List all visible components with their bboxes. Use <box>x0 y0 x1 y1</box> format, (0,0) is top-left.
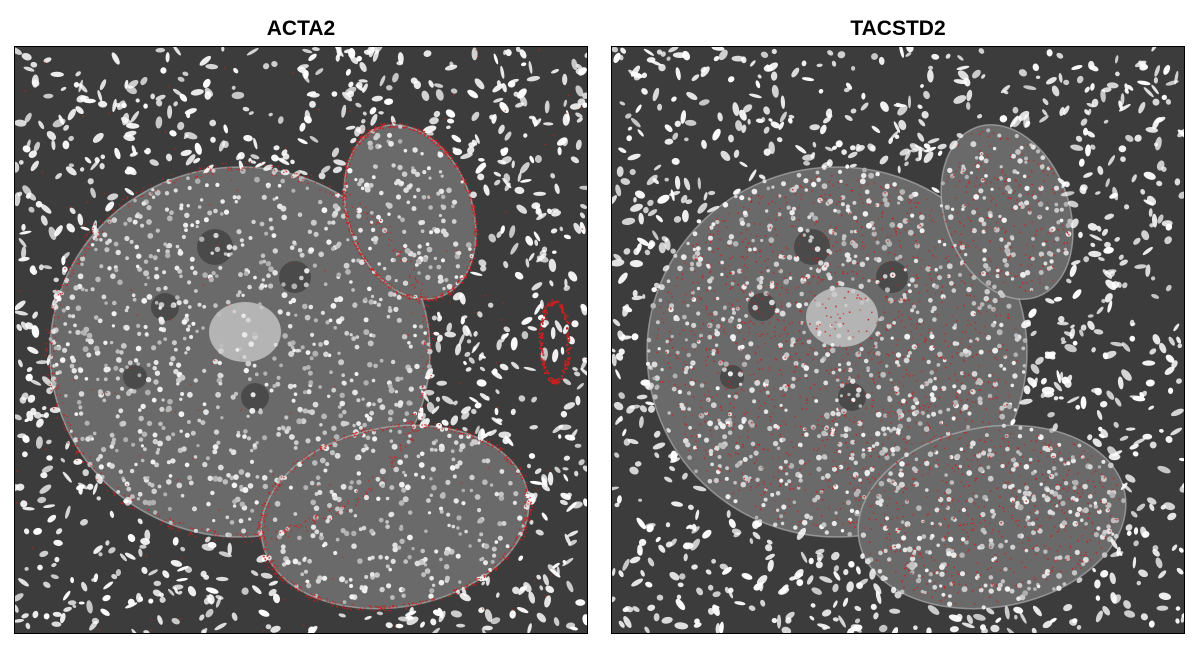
panel-title: ACTA2 <box>266 17 336 40</box>
panel-title: TACSTD2 <box>850 17 946 40</box>
panel-tacstd2: TACSTD2 <box>611 0 1185 650</box>
tissue-image-frame <box>14 46 588 634</box>
panel-acta2: ACTA2 <box>14 0 588 650</box>
tissue-image <box>15 47 587 633</box>
tissue-image-frame <box>611 46 1185 634</box>
tissue-image <box>612 47 1184 633</box>
